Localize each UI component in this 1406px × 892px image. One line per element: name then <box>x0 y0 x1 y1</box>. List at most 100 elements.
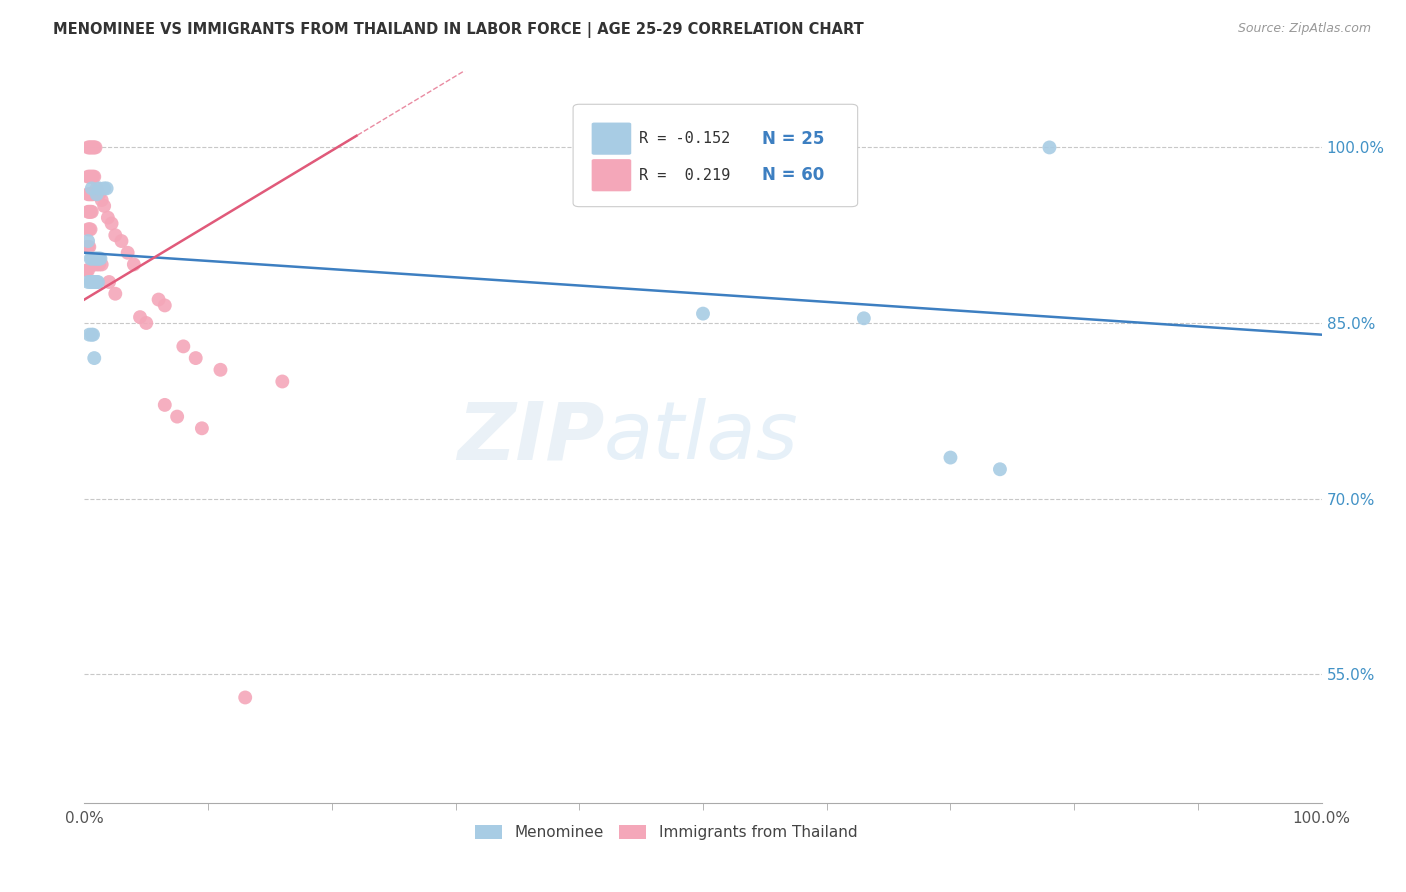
Point <box>79 169 101 184</box>
Point <box>89 187 111 202</box>
Text: Source: ZipAtlas.com: Source: ZipAtlas.com <box>1237 22 1371 36</box>
Point <box>86 275 108 289</box>
Text: R = -0.152: R = -0.152 <box>638 131 730 146</box>
Point <box>184 351 207 365</box>
Point <box>79 140 101 154</box>
Point <box>77 222 100 236</box>
Point <box>135 316 157 330</box>
Point <box>79 140 101 154</box>
Point <box>122 257 145 271</box>
Point <box>89 181 111 195</box>
Point <box>77 204 100 219</box>
Point <box>77 187 100 202</box>
Text: N = 25: N = 25 <box>762 129 825 148</box>
Point <box>852 311 875 326</box>
Point <box>117 245 139 260</box>
Point <box>148 293 170 307</box>
Point <box>271 375 294 389</box>
Text: atlas: atlas <box>605 398 799 476</box>
Point <box>83 257 105 271</box>
Point <box>79 252 101 266</box>
Point <box>77 140 100 154</box>
Point <box>80 252 103 266</box>
Point <box>79 327 101 342</box>
Point <box>83 252 105 266</box>
FancyBboxPatch shape <box>592 122 631 154</box>
Point <box>79 169 101 184</box>
Point <box>79 204 101 219</box>
Point <box>209 363 232 377</box>
Point <box>77 240 100 254</box>
Point <box>80 181 103 195</box>
Point <box>80 140 103 154</box>
Point <box>100 217 122 231</box>
Point <box>86 181 108 195</box>
FancyBboxPatch shape <box>574 104 858 207</box>
Point <box>84 275 107 289</box>
Point <box>84 140 107 154</box>
Point <box>83 351 105 365</box>
Point <box>93 199 115 213</box>
Point <box>76 240 98 254</box>
Point <box>77 275 100 289</box>
Point <box>129 310 152 325</box>
Point <box>939 450 962 465</box>
Point <box>80 187 103 202</box>
Point <box>80 169 103 184</box>
Text: R =  0.219: R = 0.219 <box>638 168 730 183</box>
Point <box>76 263 98 277</box>
Point <box>89 252 111 266</box>
Point <box>83 275 105 289</box>
Point <box>104 228 127 243</box>
FancyBboxPatch shape <box>592 159 631 191</box>
Text: ZIP: ZIP <box>457 398 605 476</box>
Point <box>172 339 194 353</box>
Point <box>97 211 120 225</box>
Point <box>82 327 104 342</box>
Point <box>86 187 108 202</box>
Point <box>79 222 101 236</box>
Point <box>98 275 121 289</box>
Point <box>86 252 108 266</box>
Point <box>1038 140 1060 154</box>
Point <box>77 169 100 184</box>
Point <box>82 275 104 289</box>
Point <box>84 252 107 266</box>
Point <box>87 275 110 289</box>
Point <box>988 462 1011 476</box>
Point <box>93 181 115 195</box>
Text: MENOMINEE VS IMMIGRANTS FROM THAILAND IN LABOR FORCE | AGE 25-29 CORRELATION CHA: MENOMINEE VS IMMIGRANTS FROM THAILAND IN… <box>53 22 865 38</box>
Text: N = 60: N = 60 <box>762 166 825 185</box>
Point <box>79 187 101 202</box>
Point <box>153 298 176 312</box>
Point <box>89 257 111 271</box>
Point <box>79 204 101 219</box>
Point <box>110 234 132 248</box>
Point <box>77 263 100 277</box>
Point <box>82 187 104 202</box>
Point <box>87 252 110 266</box>
Point <box>90 257 112 271</box>
Point <box>79 187 101 202</box>
Point <box>90 193 112 207</box>
Point <box>83 169 105 184</box>
Point <box>79 222 101 236</box>
Point <box>80 275 103 289</box>
Point <box>80 327 103 342</box>
Point <box>82 140 104 154</box>
Point <box>104 286 127 301</box>
Point <box>80 204 103 219</box>
Point <box>233 690 256 705</box>
Legend: Menominee, Immigrants from Thailand: Menominee, Immigrants from Thailand <box>468 819 863 847</box>
Point <box>83 140 105 154</box>
Point <box>96 181 118 195</box>
Point <box>692 307 714 321</box>
Point <box>166 409 188 424</box>
Point <box>79 275 101 289</box>
Point <box>82 169 104 184</box>
Point <box>89 252 111 266</box>
Point <box>191 421 214 435</box>
Point <box>153 398 176 412</box>
Point <box>79 240 101 254</box>
Point <box>77 234 100 248</box>
